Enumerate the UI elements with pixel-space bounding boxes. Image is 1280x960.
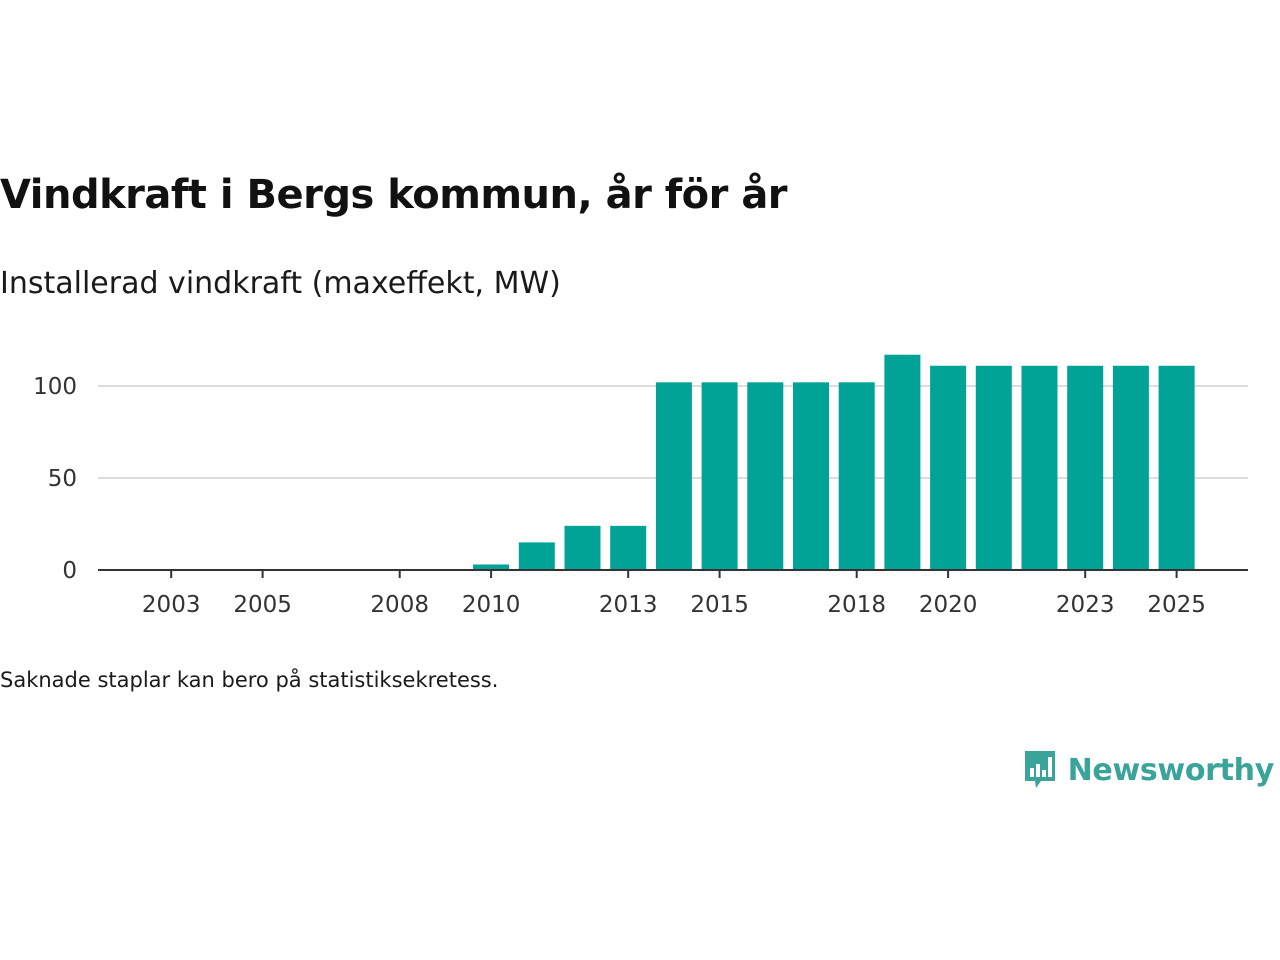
axes [98,569,1248,578]
bar-chart: 0 50 100 2003 2005 2008 2010 2013 2015 2018 2020 20… [33,354,1248,618]
bars [473,354,1195,570]
x-tick-label: 2020 [919,592,978,618]
chart-title: Vindkraft i Bergs kommun, år för år [0,172,788,218]
bar-2012 [564,525,601,570]
x-tick-label: 2003 [142,592,201,618]
bar-2014 [655,382,692,570]
bar-2023 [1067,365,1104,570]
x-tick-label: 2025 [1147,592,1206,618]
bar-2015 [701,382,738,570]
tick-labels: 0 50 100 2003 2005 2008 2010 2013 2015 2018 2020 20… [33,374,1206,618]
y-tick-label: 50 [48,466,77,492]
bar-2024 [1112,365,1149,570]
bar-2025 [1158,365,1195,570]
x-tick-label: 2023 [1056,592,1115,618]
bar-2010 [473,564,510,570]
x-tick-label: 2008 [370,592,429,618]
bar-2019 [884,354,921,570]
bar-2013 [610,525,647,570]
y-tick-label: 0 [62,558,77,584]
x-tick-label: 2018 [827,592,886,618]
bar-2021 [975,365,1012,570]
x-tick-label: 2010 [462,592,521,618]
x-tick-label: 2015 [690,592,749,618]
newsworthy-logo-icon [1024,751,1055,788]
y-tick-label: 100 [33,374,77,400]
bar-2018 [838,382,875,570]
brand[interactable]: Newsworthy [1022,748,1274,792]
bar-2022 [1021,365,1058,570]
brand-name: Newsworthy [1067,752,1275,788]
bar-2020 [930,365,967,570]
x-tick-label: 2013 [599,592,658,618]
bar-2016 [747,382,784,570]
bar-2011 [518,542,555,570]
footnote: Saknade staplar kan bero på statistiksek… [0,668,499,692]
x-tick-label: 2005 [233,592,292,618]
chart-subtitle: Installerad vindkraft (maxeffekt, MW) [0,266,561,301]
bar-2017 [793,382,829,570]
